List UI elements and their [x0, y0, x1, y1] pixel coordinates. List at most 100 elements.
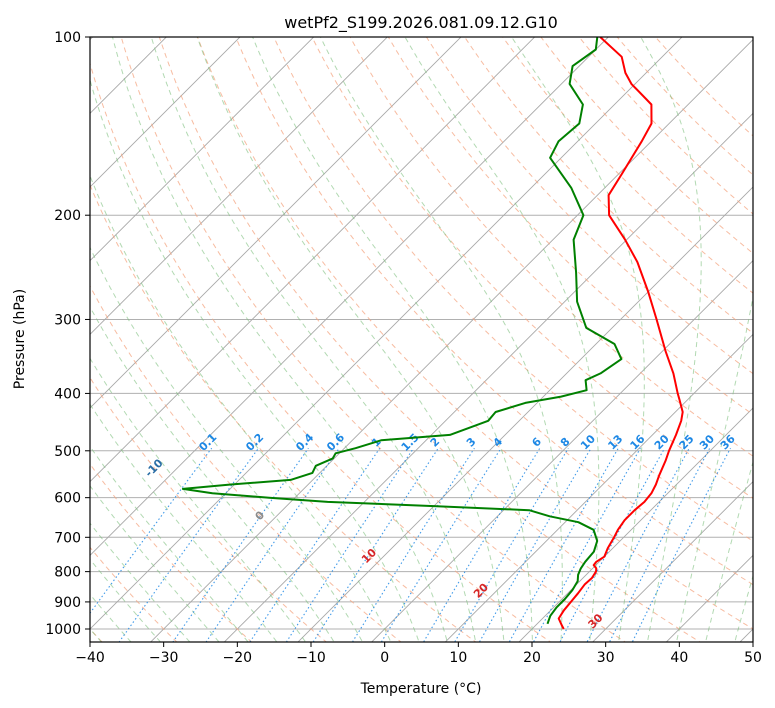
dry-adiabat-line: [158, 37, 701, 642]
dry-adiabat-line: [90, 463, 253, 642]
x-tick-label: 50: [744, 650, 762, 666]
dry-adiabat-line: [349, 37, 753, 457]
moist-adiabat-line: [90, 357, 307, 642]
y-tick-label: 800: [54, 565, 81, 581]
y-tick-label: 500: [54, 444, 81, 460]
dry-adiabat-label: -30: [6, 436, 29, 460]
isotherm-line: [592, 481, 753, 642]
profile-series: [181, 37, 684, 630]
isotherm-line: [739, 628, 753, 642]
mixing-ratio-label: 3: [464, 435, 479, 450]
isotherm-line: [223, 112, 753, 642]
dry-adiabat-line: [311, 37, 753, 499]
mixing-ratio-line: [312, 447, 439, 642]
x-tick-label: −40: [75, 650, 105, 666]
moist-adiabat-line: [196, 37, 505, 642]
isotherm-line: [444, 333, 753, 642]
mixing-ratio-label: 16: [628, 432, 648, 452]
x-tick-label: −30: [149, 650, 179, 666]
moist-adiabat-line: [90, 485, 220, 642]
moist-adiabat-line: [90, 246, 364, 642]
moist-adiabat-line: [90, 305, 335, 642]
mixing-ratio-line: [478, 447, 592, 642]
isotherm-line: [90, 37, 683, 630]
moist-adiabats: [90, 37, 753, 642]
dry-adiabat-line: [464, 37, 753, 334]
moist-adiabat-line: [675, 294, 753, 642]
mixing-ratio-label: 10: [578, 432, 598, 452]
dry-adiabat-line: [273, 37, 753, 542]
y-tick-label: 700: [54, 530, 81, 546]
moist-adiabat-line: [640, 37, 702, 642]
moist-adiabat-line: [90, 174, 392, 642]
x-tick-label: 0: [380, 650, 389, 666]
dry-adiabat-line: [90, 183, 477, 642]
dry-adiabat-line: [425, 37, 753, 375]
moist-adiabat-line: [90, 593, 132, 642]
y-tick-label: 1000: [45, 622, 81, 638]
y-tick-label: 100: [54, 30, 81, 46]
dry-adiabat-line: [90, 376, 327, 642]
x-axis-ticks: −40 −30 −20 −10 0 10 20 30 40 50: [75, 642, 762, 666]
mixing-ratio-label: 30: [697, 432, 717, 452]
y-tick-label: 400: [54, 386, 81, 402]
dry-adiabat-label: -10: [142, 456, 165, 479]
y-axis-ticks: 100 200 300 400 500 600 700 800 900 1000: [45, 30, 90, 638]
moist-adiabat-line: [90, 558, 162, 642]
plot-frame: [89, 36, 754, 643]
mixing-ratio-lines: [90, 447, 731, 642]
dry-adiabat-line: [90, 285, 402, 642]
moist-adiabat-line: [90, 445, 249, 642]
mixing-ratio-label: 36: [718, 432, 738, 452]
moist-adiabat-line: [90, 403, 278, 642]
moist-adiabat-line: [404, 37, 600, 642]
moist-adiabat-line: [90, 78, 420, 642]
y-tick-label: 300: [54, 312, 81, 328]
dry-adiabat-label: 20: [471, 580, 491, 600]
y-axis-label: Pressure (hPa): [12, 289, 28, 389]
dry-adiabats: [90, 37, 753, 642]
isotherm-line: [90, 37, 241, 188]
y-tick-label: 200: [54, 208, 81, 224]
x-tick-label: −20: [223, 650, 253, 666]
chart-title: wetPf2_S199.2026.081.09.12.G10: [284, 13, 558, 33]
isotherm-line: [150, 39, 753, 642]
mixing-ratio-line: [118, 447, 259, 642]
temperature-profile-line: [557, 37, 684, 630]
dry-adiabat-line: [387, 37, 753, 416]
mixing-ratio-line: [608, 447, 711, 642]
isotherms: [90, 37, 753, 642]
x-tick-label: 40: [670, 650, 688, 666]
dry-adiabat-label: 30: [586, 611, 606, 631]
x-tick-label: −10: [296, 650, 326, 666]
moist-adiabat-line: [252, 37, 533, 642]
dry-adiabat-line: [502, 37, 753, 294]
dewpoint-profile-line: [181, 37, 623, 625]
isotherm-line: [90, 37, 315, 262]
y-tick-label: 900: [54, 595, 81, 611]
mixing-ratio-line: [631, 447, 731, 642]
isotherm-line: [90, 37, 388, 335]
dry-adiabat-line: [235, 37, 753, 586]
pressure-gridlines: [90, 37, 753, 630]
isotherm-line: [297, 186, 753, 642]
isotherm-line: [371, 260, 753, 642]
moist-adiabat-line: [511, 37, 645, 642]
mixing-ratio-line: [380, 447, 502, 642]
mixing-ratio-line: [249, 447, 381, 642]
moist-adiabat-line: [319, 37, 563, 642]
moist-adiabat-line: [705, 460, 753, 642]
mixing-ratio-line: [285, 447, 414, 642]
plot-area: 0.10.20.40.611.52346810131620253036-100-…: [6, 37, 753, 642]
mixing-ratio-line: [90, 447, 213, 615]
x-tick-label: 20: [523, 650, 541, 666]
mixing-ratio-line: [351, 447, 475, 642]
mixing-ratio-line: [532, 447, 641, 642]
x-tick-label: 30: [597, 650, 615, 666]
y-tick-label: 600: [54, 491, 81, 507]
isotherm-line: [90, 37, 609, 556]
moist-adiabat-line: [734, 574, 753, 642]
isotherm-line: [518, 407, 753, 642]
dry-adiabat-line: [120, 37, 627, 642]
